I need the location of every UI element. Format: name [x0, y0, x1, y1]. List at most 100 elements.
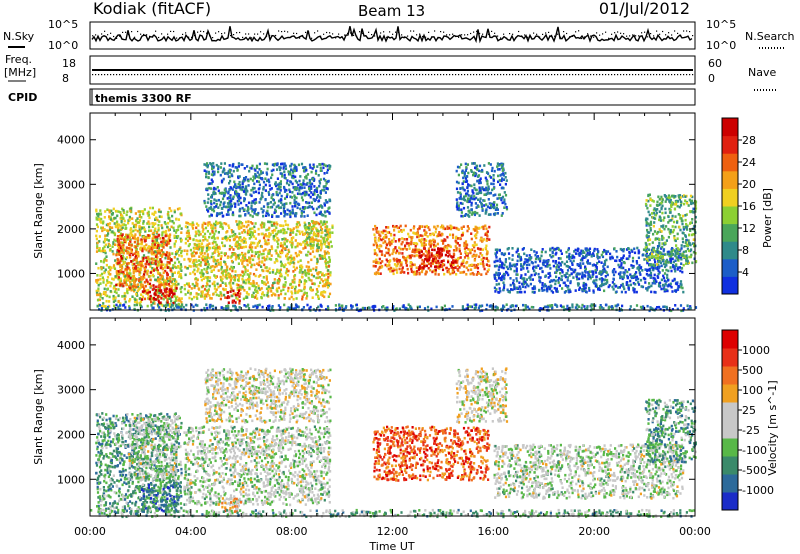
nave-dot: [554, 74, 556, 76]
heatmap-cell: [421, 258, 424, 262]
nave-dot: [488, 74, 490, 76]
nave-dot: [293, 74, 295, 76]
nsearch-dot: [533, 32, 535, 34]
heatmap-cell: [172, 221, 175, 225]
heatmap-cell: [505, 207, 509, 211]
heatmap-cell: [203, 288, 207, 291]
heatmap-cell: [135, 256, 138, 260]
heatmap-cell: [170, 225, 173, 229]
heatmap-cell: [277, 282, 280, 285]
heatmap-cell: [128, 215, 131, 219]
heatmap-cell: [409, 228, 412, 232]
heatmap-cell: [226, 202, 230, 205]
heatmap-cell: [267, 290, 270, 293]
heatmap-cell: [379, 261, 382, 265]
heatmap-cell: [324, 262, 327, 265]
heatmap-cell: [104, 268, 107, 272]
heatmap-cell: [119, 232, 123, 236]
heatmap-cell: [198, 242, 201, 246]
heatmap-cell: [261, 292, 264, 296]
heatmap-cell: [503, 206, 506, 209]
heatmap-cell: [123, 294, 126, 298]
heatmap-cell: [423, 245, 426, 248]
heatmap-cell: [228, 276, 231, 279]
heatmap-cell: [217, 167, 220, 171]
heatmap-cell: [255, 213, 258, 216]
nsearch-dot: [314, 32, 316, 34]
heatmap-cell: [455, 241, 458, 245]
heatmap-cell: [146, 280, 149, 284]
heatmap-cell: [250, 254, 253, 258]
heatmap-cell: [151, 225, 154, 228]
heatmap-cell: [504, 176, 507, 179]
heatmap-cell: [318, 182, 322, 185]
heatmap-cell: [215, 220, 218, 224]
heatmap-cell: [268, 257, 271, 261]
heatmap-cell: [293, 281, 296, 284]
heatmap-cell: [189, 272, 192, 275]
heatmap-cell: [161, 293, 164, 297]
heatmap-cell: [379, 265, 382, 269]
heatmap-cell: [302, 169, 306, 172]
heatmap-cell: [135, 247, 138, 251]
heatmap-cell: [461, 214, 464, 218]
nsearch-dot: [659, 33, 661, 35]
heatmap-cell: [275, 221, 278, 224]
nave-dot: [296, 74, 298, 76]
heatmap-cell: [244, 268, 247, 271]
heatmap-cell: [500, 166, 503, 170]
heatmap-cell: [227, 190, 230, 194]
heatmap-cell: [152, 222, 155, 225]
heatmap-cell: [269, 287, 273, 290]
nave-dot: [398, 74, 400, 76]
heatmap-cell: [469, 198, 472, 201]
heatmap-cell: [291, 208, 294, 211]
heatmap-cell: [289, 215, 292, 219]
heatmap-cell: [184, 225, 187, 228]
heatmap-cell: [149, 278, 152, 282]
heatmap-cell: [171, 274, 174, 278]
heatmap-cell: [123, 292, 126, 295]
heatmap-cell: [97, 289, 100, 292]
heatmap-cell: [173, 261, 177, 265]
heatmap-cell: [459, 197, 462, 200]
heatmap-cell: [247, 184, 250, 187]
heatmap-cell: [232, 266, 235, 269]
nave-dot: [413, 74, 415, 76]
heatmap-cell: [314, 238, 317, 242]
heatmap-cell: [133, 258, 136, 261]
heatmap-cell: [441, 265, 444, 268]
heatmap-cell: [373, 249, 376, 252]
heatmap-cell: [662, 276, 666, 280]
heatmap-cell: [136, 237, 139, 241]
heatmap-cell: [108, 222, 112, 225]
heatmap-cell: [250, 241, 253, 244]
heatmap-cell: [213, 237, 216, 240]
nave-dot: [173, 74, 175, 76]
heatmap-cell: [205, 289, 208, 292]
heatmap-cell: [212, 255, 215, 259]
nave-dot: [299, 74, 301, 76]
heatmap-cell: [251, 186, 254, 190]
nave-dot: [347, 74, 349, 76]
heatmap-cell: [301, 206, 305, 209]
heatmap-cell: [135, 250, 138, 254]
heatmap-cell: [326, 286, 330, 289]
heatmap-cell: [96, 212, 99, 216]
heatmap-cell: [192, 238, 195, 241]
heatmap-cell: [326, 187, 329, 190]
heatmap-cell: [248, 287, 251, 291]
heatmap-cell: [303, 221, 306, 225]
heatmap-cell: [192, 250, 196, 254]
heatmap-cell: [314, 232, 317, 236]
heatmap-cell: [253, 235, 256, 238]
heatmap-cell: [173, 256, 176, 259]
heatmap-cell: [271, 215, 274, 218]
heatmap-cell: [132, 266, 135, 270]
heatmap-cell: [98, 235, 101, 238]
heatmap-cell: [444, 253, 447, 257]
heatmap-cell: [232, 230, 235, 233]
heatmap-cell: [203, 295, 206, 299]
heatmap-cell: [226, 230, 229, 233]
heatmap-cell: [154, 211, 157, 214]
